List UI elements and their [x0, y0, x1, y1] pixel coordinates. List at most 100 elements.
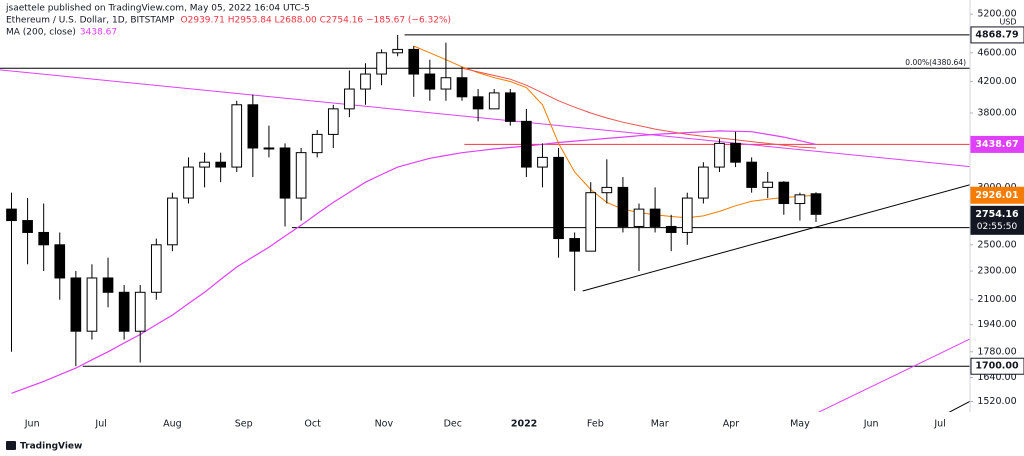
candle-body: [601, 186, 613, 194]
y-tick-label: 1940.00: [977, 319, 1016, 330]
x-tick-label: Nov: [375, 419, 394, 430]
candle-body: [86, 277, 98, 332]
logo-icon: [6, 441, 16, 450]
candle-body: [585, 192, 597, 252]
x-tick-label: Jun: [24, 419, 40, 430]
x-tick-label: Jul: [933, 419, 945, 430]
candle-body: [6, 208, 17, 222]
candle-body: [456, 77, 468, 98]
countdown: 02:55:50: [977, 222, 1018, 232]
price-tag-label: 2926.01: [975, 190, 1018, 201]
candle-body: [376, 52, 387, 75]
y-tick-label: 1640.00: [977, 372, 1016, 383]
candle-body: [617, 186, 629, 227]
price-tag: [970, 135, 1024, 153]
chart-title: Ethereum / U.S. Dollar, 1D, BITSTAMP: [6, 16, 175, 26]
candle-body: [569, 238, 580, 252]
y-tick-label: 5200.00: [977, 9, 1016, 20]
y-tick-label: 2100.00: [977, 294, 1016, 305]
logo: TradingView: [6, 441, 82, 452]
candle-body: [360, 73, 371, 90]
trendline: [582, 184, 970, 292]
price-tag: [970, 186, 1024, 204]
y-tick-label: 2300.00: [977, 266, 1016, 277]
candle-body: [553, 156, 564, 240]
candle-body: [778, 181, 790, 205]
candle-body: [746, 161, 757, 188]
x-tick-label: May: [790, 419, 810, 430]
candle-body: [54, 244, 66, 279]
price-tag: [970, 26, 1024, 44]
moving-average: [461, 67, 817, 149]
quote: O2939.71 H2953.84 L2688.00 C2754.16 −185…: [181, 16, 452, 26]
x-tick-label: Aug: [163, 419, 182, 430]
axes: 5200.004600.004200.003800.003000.002500.…: [24, 9, 1024, 430]
x-tick-label: Jul: [94, 419, 106, 430]
x-tick-label: Sep: [235, 419, 253, 430]
candle-body: [150, 244, 162, 293]
plot-area: [0, 34, 970, 412]
candle-body: [167, 197, 178, 246]
x-tick-label: Oct: [304, 419, 321, 430]
candle-body: [810, 193, 822, 215]
y-tick-label: 1780.00: [977, 346, 1016, 357]
x-tick-label: 2022: [511, 419, 537, 430]
candle-body: [794, 194, 806, 205]
legend-value: 3438.67: [80, 28, 117, 38]
source: TradingView: [20, 442, 82, 452]
candle-body: [231, 104, 243, 168]
x-tick-label: Jun: [863, 419, 879, 430]
candle-body: [102, 277, 114, 293]
candle-body: [199, 161, 210, 168]
y-tick-label: 3800.00: [977, 107, 1016, 118]
candle-body: [472, 96, 484, 110]
y-tick-label: 2500.00: [977, 239, 1016, 250]
candle-body: [344, 88, 355, 110]
candle-body: [730, 142, 741, 163]
price-tag-label: 2754.16: [975, 209, 1019, 220]
moving-average: [413, 45, 817, 219]
candle-body: [215, 161, 226, 168]
price-tag: [970, 357, 1024, 375]
x-tick-label: Mar: [651, 419, 669, 430]
candle-body: [649, 208, 661, 227]
price-tag-label: 4868.79: [975, 29, 1018, 40]
trendline: [0, 69, 970, 168]
publisher: jsaettele published on TradingView.com, …: [5, 4, 310, 14]
candle-body: [698, 166, 709, 199]
candle-body: [263, 147, 275, 150]
x-tick-label: Apr: [723, 419, 740, 430]
candle-body: [22, 220, 33, 233]
y-tick-label: 4200.00: [977, 76, 1016, 87]
candle-body: [118, 291, 130, 332]
candle-body: [38, 231, 49, 246]
candle-body: [424, 73, 436, 90]
candle-body: [762, 181, 774, 188]
candle-body: [295, 152, 307, 199]
candle-body: [392, 48, 403, 54]
candle-body: [408, 48, 420, 75]
candle-body: [311, 133, 323, 154]
candle-body: [681, 197, 693, 233]
candle-body: [488, 92, 500, 110]
y-tick-label: 4600.00: [977, 47, 1016, 58]
candle-body: [504, 92, 516, 122]
x-tick-label: Feb: [587, 419, 604, 430]
moving-average: [11, 130, 817, 394]
candle-body: [714, 142, 725, 168]
candle-body: [279, 147, 291, 199]
price-tag-label: 1700.00: [975, 361, 1019, 372]
candle-body: [440, 77, 452, 90]
candle-body: [134, 291, 146, 332]
trendline: [817, 338, 970, 412]
trendline: [948, 400, 970, 412]
candle-body: [665, 225, 677, 233]
x-tick-label: Dec: [444, 419, 462, 430]
candle-body: [633, 208, 645, 227]
legend-entry: MA (200, close): [6, 28, 76, 38]
candle-body: [70, 277, 82, 332]
candle-body: [521, 120, 532, 168]
candle-body: [327, 108, 339, 135]
